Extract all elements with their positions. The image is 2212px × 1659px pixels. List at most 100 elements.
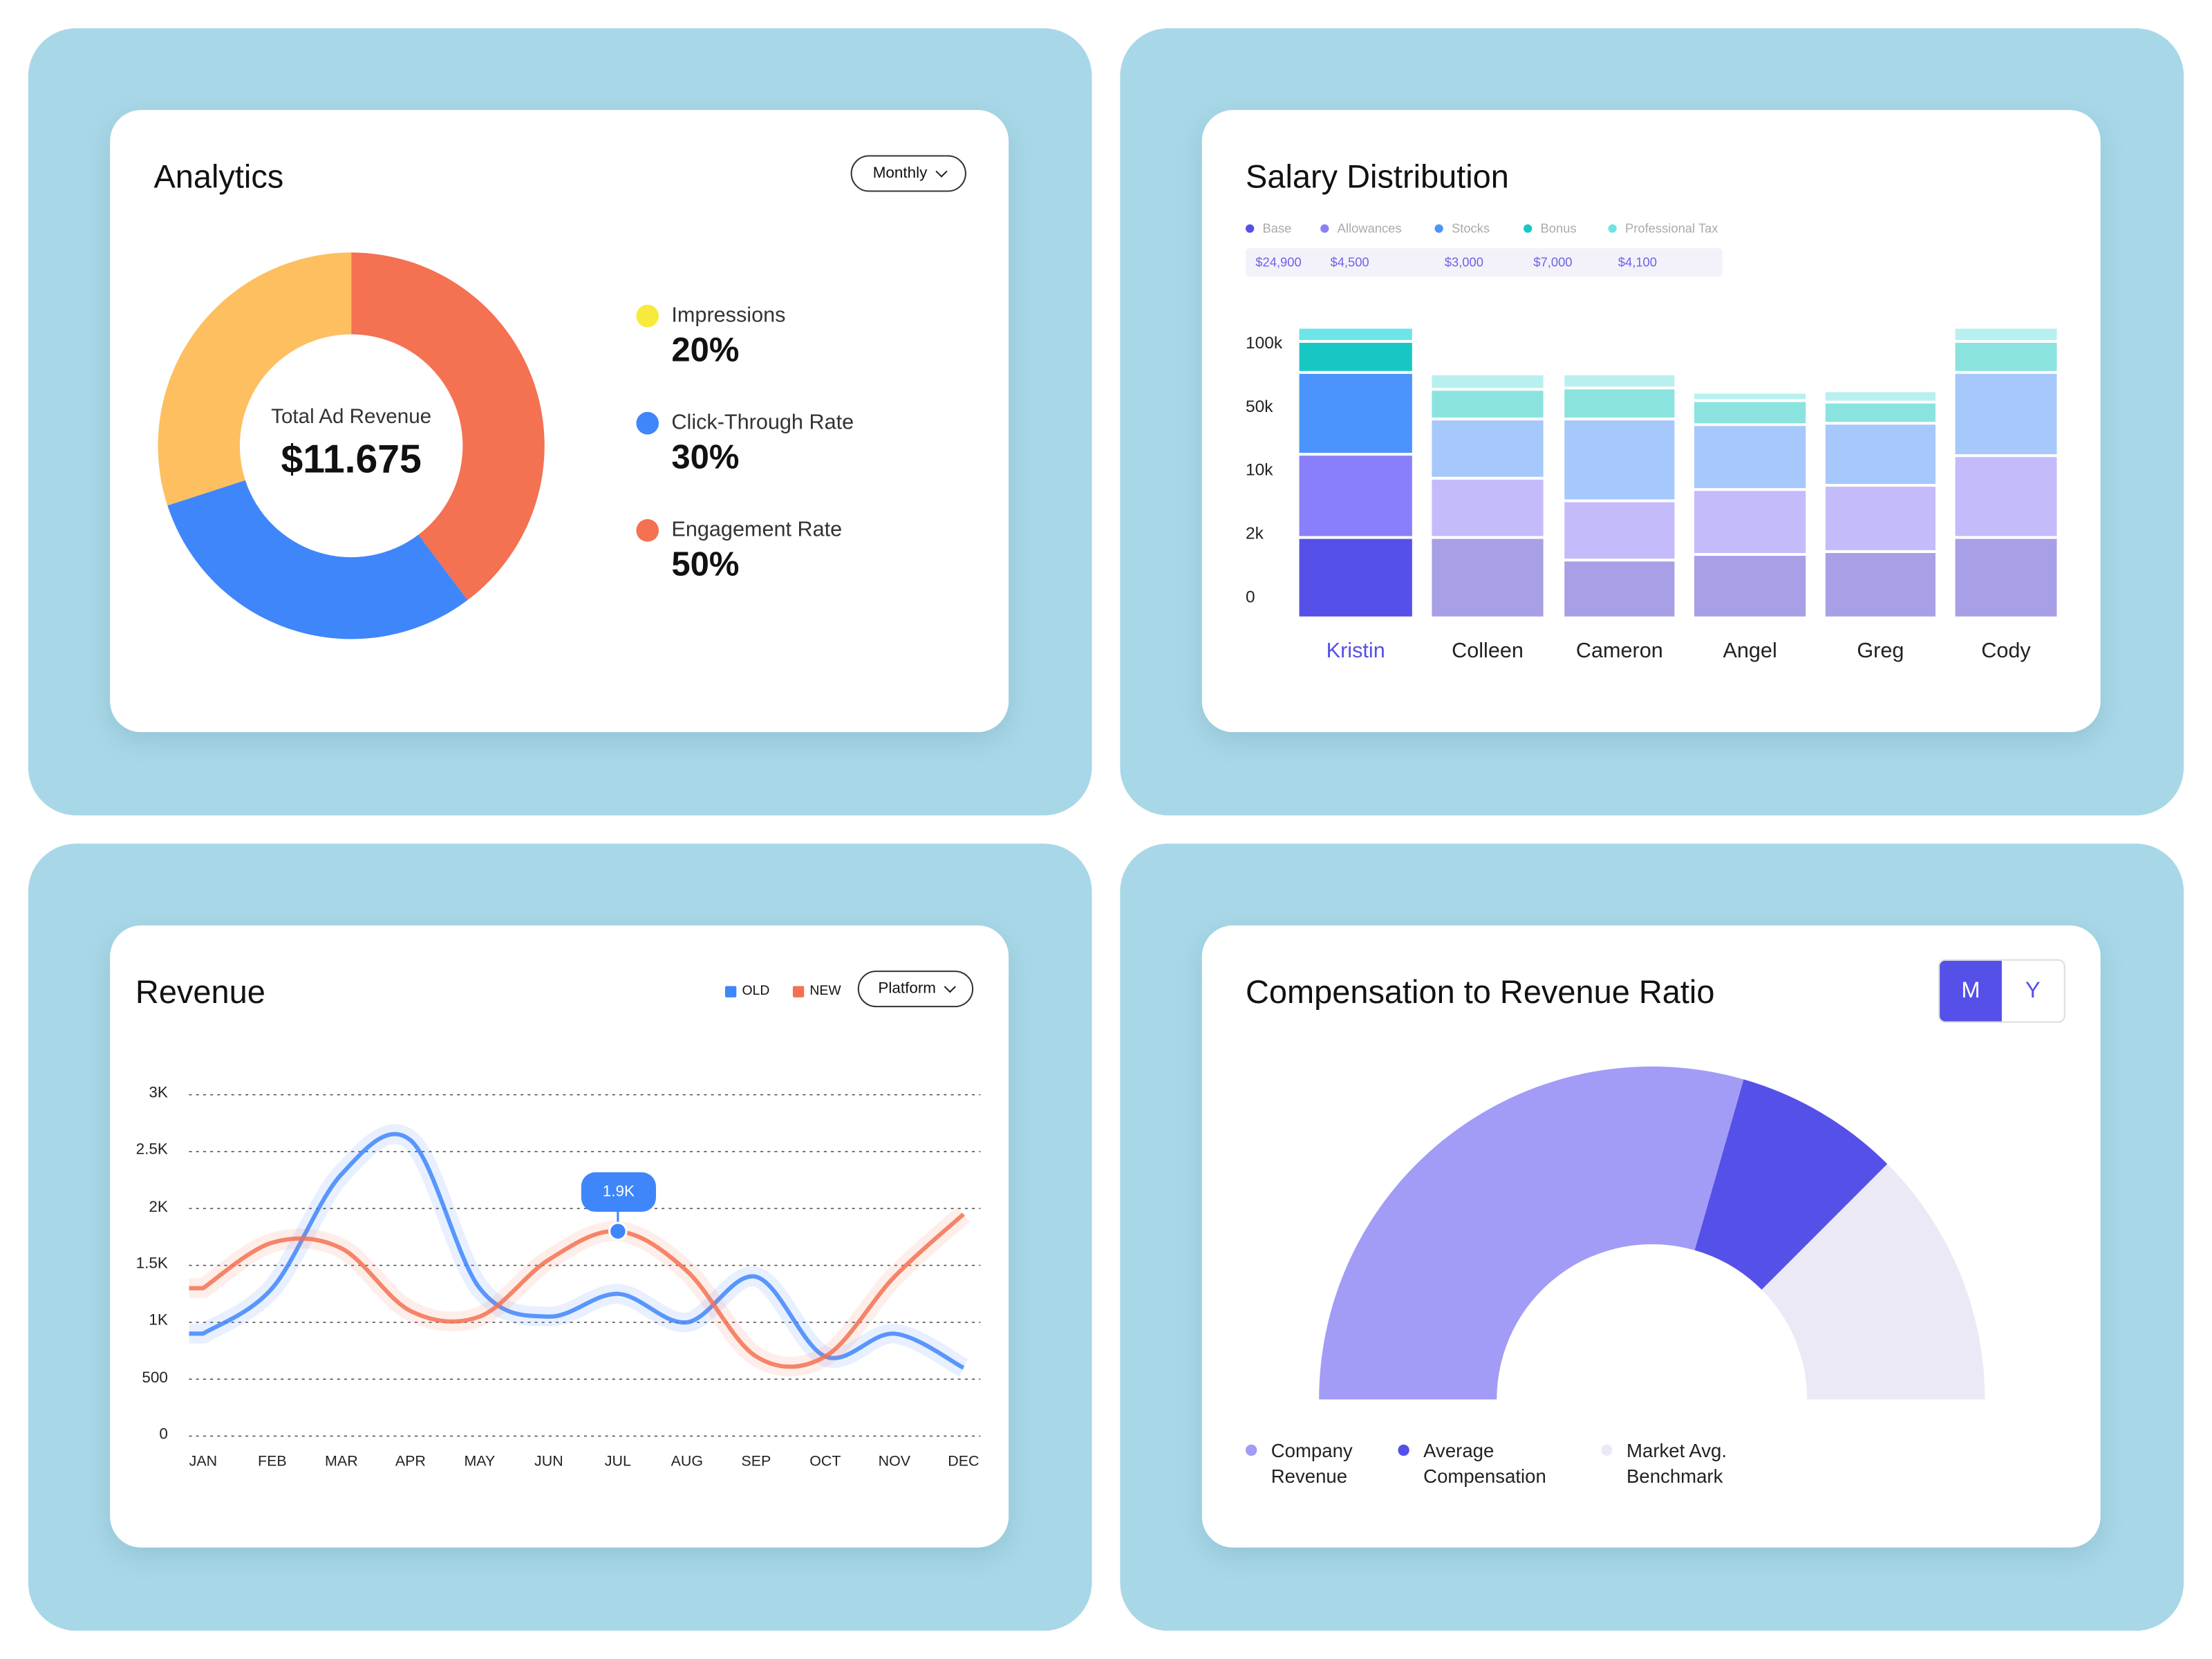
y-tick-label: 0 <box>1246 586 1255 607</box>
bar-segment-professional-tax[interactable] <box>1564 375 1675 387</box>
legend-value: 50% <box>671 545 740 584</box>
revenue-title: Revenue <box>135 973 265 1011</box>
month-label: OCT <box>809 1453 841 1470</box>
legend-dot-icon <box>1524 224 1533 233</box>
legend-item: Impressions <box>636 303 786 328</box>
period-toggle: M Y <box>1938 959 2065 1023</box>
bar-segment-base[interactable] <box>1432 538 1544 617</box>
bar-segment-bonus[interactable] <box>1564 389 1675 418</box>
series-line-new <box>189 1212 965 1369</box>
legend-value: 30% <box>671 438 740 477</box>
bar-name-label: Greg <box>1857 639 1904 664</box>
y-tick-label: 0 <box>159 1426 168 1443</box>
bar-segment-allowances[interactable] <box>1564 502 1675 559</box>
bar-segment-professional-tax[interactable] <box>1299 328 1412 340</box>
bar-segment-professional-tax[interactable] <box>1694 393 1806 400</box>
bar-segment-bonus[interactable] <box>1432 391 1544 418</box>
bar-segment-stocks[interactable] <box>1564 420 1675 500</box>
legend-old: OLD <box>724 983 769 999</box>
new-swatch-icon <box>792 985 805 997</box>
segment-company-revenue[interactable] <box>1319 1066 1744 1400</box>
bar-segment-professional-tax[interactable] <box>1825 393 1936 402</box>
bar-segment-professional-tax[interactable] <box>1955 328 2057 340</box>
legend-item: Click-Through Rate <box>636 411 854 435</box>
month-label: FEB <box>258 1453 287 1470</box>
y-tick-label: 10k <box>1246 460 1273 480</box>
salary-legend-label: Base <box>1262 221 1292 236</box>
legend-dot-icon <box>1246 224 1255 233</box>
salary-panel: Salary Distribution Base $24,900 Allowanc… <box>1120 28 2184 816</box>
bar-segment-base[interactable] <box>1955 538 2057 617</box>
toggle-year[interactable]: Y <box>2025 978 2041 1002</box>
period-dropdown[interactable]: Monthly <box>850 155 966 192</box>
y-tick-label: 1.5K <box>135 1255 168 1273</box>
salary-legend-value: $24,900 <box>1255 255 1302 270</box>
bar-segment-allowances[interactable] <box>1955 456 2057 536</box>
old-swatch-icon <box>724 985 737 997</box>
bar-segment-base[interactable] <box>1564 561 1675 617</box>
legend-dot-icon <box>1608 224 1617 233</box>
revenue-line-chart <box>189 1094 981 1437</box>
bar-segment-allowances[interactable] <box>1299 455 1412 536</box>
legend-label-line1: Company <box>1271 1440 1353 1462</box>
ratio-card: Compensation to Revenue Ratio M Y Compan… <box>1201 925 2101 1548</box>
donut-center-label: Total Ad Revenue <box>271 406 432 429</box>
bar-name-label: Kristin <box>1326 639 1385 664</box>
legend-label: Impressions <box>671 303 786 328</box>
y-tick-label: 50k <box>1246 396 1273 417</box>
bar-segment-allowances[interactable] <box>1432 479 1544 536</box>
bar-segment-base[interactable] <box>1694 556 1806 617</box>
data-point-jul[interactable] <box>608 1221 628 1241</box>
revenue-panel: Revenue OLD NEW Platform 0 500 1K 1.5K 2K 2.5… <box>28 843 1092 1631</box>
legend-new: NEW <box>792 983 841 999</box>
bar-name-label: Cody <box>1981 639 2031 664</box>
platform-dropdown[interactable]: Platform <box>857 971 974 1008</box>
salary-legend-label: Bonus <box>1540 221 1577 236</box>
salary-legend-item: Base <box>1246 221 1292 236</box>
bar-segment-base[interactable] <box>1299 538 1412 617</box>
legend-label-line2: Revenue <box>1271 1465 1348 1488</box>
analytics-title: Analytics <box>153 158 284 195</box>
ratio-legend-item: Company Revenue <box>1246 1439 1353 1490</box>
bar-segment-base[interactable] <box>1825 553 1936 617</box>
salary-legend-item: Allowances <box>1320 221 1402 236</box>
bar-segment-allowances[interactable] <box>1825 487 1936 551</box>
period-dropdown-label: Monthly <box>872 165 928 182</box>
bar-segment-bonus[interactable] <box>1825 404 1936 422</box>
salary-legend-value: $3,000 <box>1444 255 1483 270</box>
month-label: JUL <box>604 1453 631 1470</box>
toggle-month[interactable]: M <box>1940 960 2002 1022</box>
legend-dot-icon <box>1246 1444 1257 1456</box>
y-tick-label: 2k <box>1246 523 1264 543</box>
salary-legend-item: Stocks <box>1434 221 1490 236</box>
month-label: SEP <box>741 1453 771 1470</box>
bar-segment-bonus[interactable] <box>1955 342 2057 371</box>
salary-legend-label: Stocks <box>1451 221 1490 236</box>
legend-dot-icon <box>636 303 659 327</box>
ratio-title: Compensation to Revenue Ratio <box>1246 973 1715 1011</box>
salary-legend-value: $4,500 <box>1330 255 1369 270</box>
legend-label-line2: Benchmark <box>1627 1465 1723 1488</box>
tooltip-value: 1.9K <box>581 1172 656 1212</box>
bar-name-label: Angel <box>1723 639 1777 664</box>
bar-segment-stocks[interactable] <box>1694 426 1806 489</box>
bar-segment-stocks[interactable] <box>1955 373 2057 454</box>
bar-segment-allowances[interactable] <box>1694 491 1806 553</box>
salary-legend-item: Bonus <box>1524 221 1577 236</box>
bar-segment-professional-tax[interactable] <box>1432 375 1544 388</box>
bar-name-label: Cameron <box>1575 639 1663 664</box>
bar-segment-stocks[interactable] <box>1825 424 1936 485</box>
segment-market-benchmark[interactable] <box>1761 1163 1985 1400</box>
month-label: APR <box>395 1453 426 1470</box>
slice-impressions <box>158 252 352 506</box>
legend-new-label: NEW <box>809 983 841 999</box>
segment-average-compensation[interactable] <box>1694 1079 1888 1290</box>
revenue-card: Revenue OLD NEW Platform 0 500 1K 1.5K 2K 2.5… <box>110 925 1009 1548</box>
bar-segment-stocks[interactable] <box>1299 373 1412 453</box>
bar-segment-bonus[interactable] <box>1299 342 1412 371</box>
slice-engagement <box>351 252 545 601</box>
bar-segment-bonus[interactable] <box>1694 402 1806 424</box>
platform-dropdown-label: Platform <box>878 980 937 997</box>
bar-segment-stocks[interactable] <box>1432 420 1544 477</box>
legend-dot-icon <box>1398 1444 1409 1456</box>
